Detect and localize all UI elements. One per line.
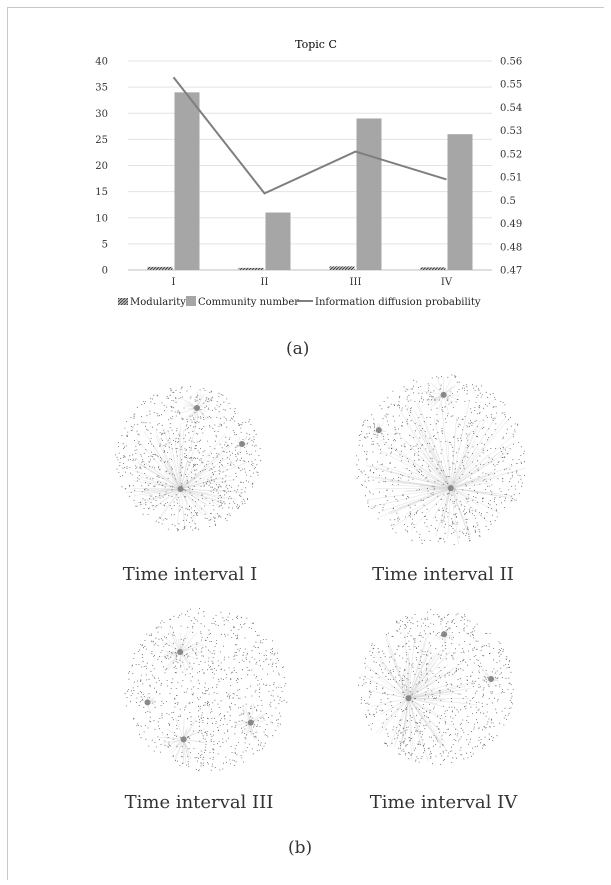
caption-b: (b)	[288, 838, 313, 858]
bar-modularity	[147, 266, 173, 270]
network-graph-3	[124, 608, 288, 771]
left-tick-label: 5	[102, 239, 108, 250]
right-tick-label: 0.56	[500, 57, 522, 68]
right-tick-label: 0.53	[500, 126, 522, 137]
left-tick-label: 20	[95, 161, 108, 172]
left-tick-label: 15	[95, 187, 108, 198]
right-tick-label: 0.5	[500, 196, 516, 207]
network-graph-1	[115, 386, 262, 532]
network-hub	[247, 719, 254, 726]
left-axis: 0 5 10 15 20 25 30 35 40	[95, 57, 108, 277]
bar-community-number	[356, 118, 382, 270]
series-line-diffusion	[172, 76, 447, 195]
network-hub	[447, 485, 454, 492]
network-nodes	[124, 608, 288, 771]
x-tick-label: I	[172, 277, 176, 288]
network-hub	[194, 405, 200, 411]
network-label-2: Time interval II	[372, 564, 514, 585]
x-axis: I II III IV	[172, 277, 453, 288]
network-nodes	[358, 609, 514, 765]
right-tick-label: 0.55	[500, 80, 522, 91]
network-hub	[405, 695, 412, 702]
legend-swatch-community	[186, 296, 196, 306]
right-tick-label: 0.48	[500, 242, 522, 253]
network-label-3: Time interval III	[124, 792, 274, 813]
network-hub	[441, 631, 448, 638]
right-axis: 0.47 0.48 0.49 0.5 0.51 0.52 0.53 0.54 0.55 0.56	[500, 57, 522, 277]
network-edges	[141, 628, 267, 764]
legend-label-modularity: Modularity	[130, 297, 186, 308]
network-hub	[144, 699, 151, 706]
bar-modularity	[238, 267, 264, 270]
left-tick-label: 0	[102, 266, 108, 277]
network-hub	[177, 486, 184, 492]
legend-swatch-modularity	[118, 298, 128, 305]
left-tick-label: 40	[95, 57, 108, 68]
network-hub	[177, 649, 184, 656]
x-tick-label: III	[350, 277, 362, 288]
right-tick-label: 0.51	[500, 173, 522, 184]
bar-modularity	[420, 267, 446, 270]
right-tick-label: 0.47	[500, 266, 522, 277]
network-graph-2	[356, 374, 526, 545]
network-label-1: Time interval I	[122, 564, 258, 585]
network-nodes	[356, 374, 525, 545]
network-nodes	[115, 386, 262, 532]
network-label-4: Time interval IV	[369, 792, 518, 813]
network-hub	[180, 736, 187, 743]
right-tick-label: 0.52	[500, 149, 522, 160]
chart-title: Topic C	[295, 38, 337, 51]
left-tick-label: 25	[95, 135, 108, 146]
bars	[147, 92, 473, 270]
combo-chart: Topic C 0 5 10 15 20 25 30 35 40 0.47 0.48 0.49 0.5…	[95, 38, 522, 308]
network-hub	[488, 676, 495, 682]
caption-a: (a)	[286, 339, 310, 359]
diffusion-line	[172, 76, 447, 195]
right-tick-label: 0.54	[500, 103, 522, 114]
figure-frame	[7, 7, 604, 880]
bar-community-number	[174, 92, 200, 270]
bar-community-number	[265, 212, 291, 270]
left-tick-label: 10	[95, 213, 108, 224]
network-edges	[361, 625, 500, 762]
network-edges	[365, 377, 526, 545]
left-tick-label: 35	[95, 83, 108, 94]
legend-label-diffusion: Information diffusion probability	[315, 297, 481, 308]
grid	[128, 60, 492, 271]
legend: Modularity Community number Information …	[118, 296, 481, 308]
x-tick-label: II	[261, 277, 269, 288]
network-hub	[440, 391, 447, 398]
legend-label-community: Community number	[198, 297, 299, 308]
right-tick-label: 0.49	[500, 219, 522, 230]
bar-modularity	[329, 266, 355, 270]
left-tick-label: 30	[95, 109, 108, 120]
network-graph-4	[358, 609, 514, 765]
x-tick-label: IV	[441, 277, 453, 288]
bar-community-number	[447, 134, 473, 270]
network-hub	[239, 441, 245, 447]
network-hub	[375, 427, 382, 434]
